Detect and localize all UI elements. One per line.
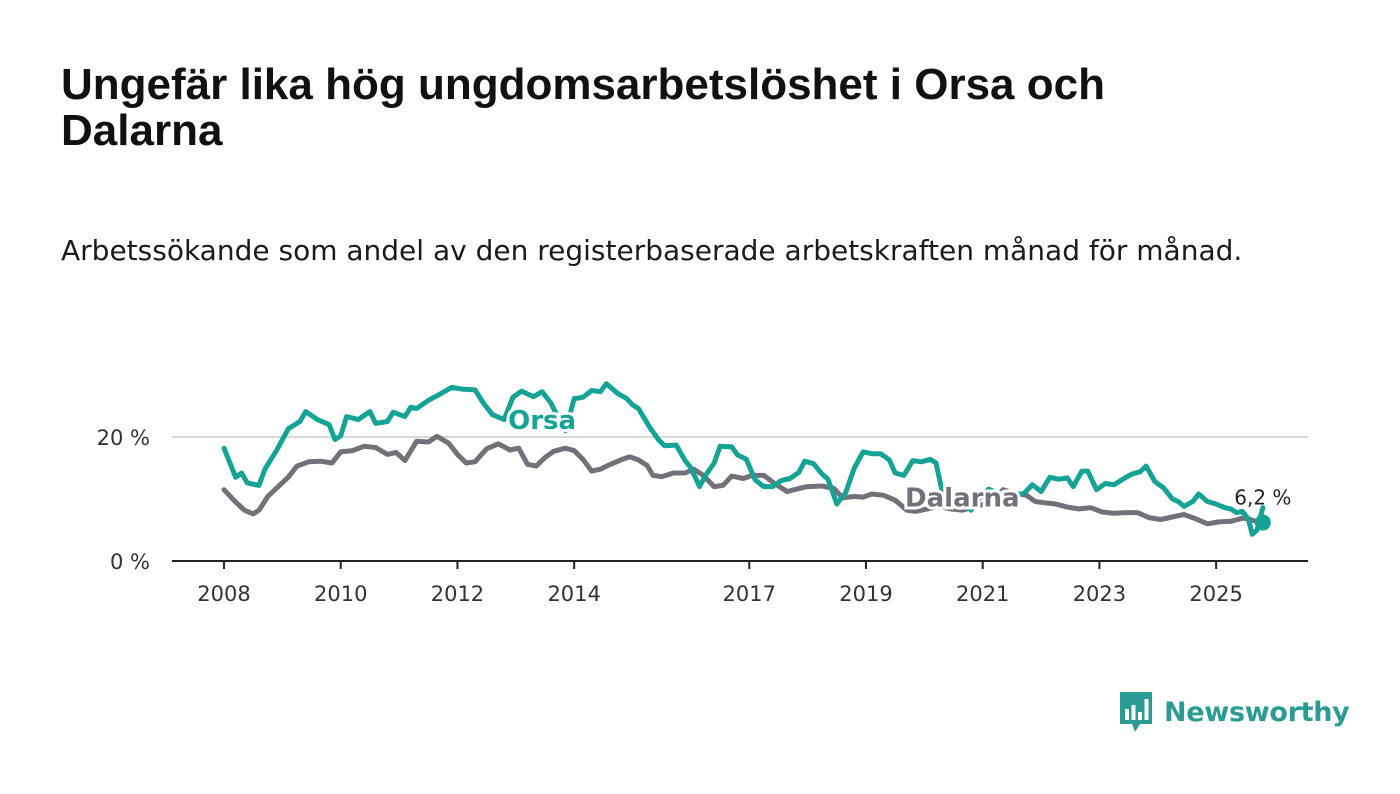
bar-chart-icon [1120, 692, 1152, 732]
label-layer: Orsa Dalarna 6,2 % [505, 403, 1291, 531]
x-tick-label: 2017 [723, 582, 776, 606]
x-tick-label: 2025 [1189, 582, 1242, 606]
brand-name: Newsworthy [1164, 696, 1350, 728]
series-layer [221, 381, 1266, 537]
series-line-dalarna [221, 433, 1259, 527]
x-axis: 2008 2010 2012 2014 2017 2019 2021 2023 2025 [172, 560, 1308, 606]
x-tick-label: 2019 [839, 582, 892, 606]
x-tick-label: 2012 [431, 582, 484, 606]
y-tick-label: 0 % [110, 550, 150, 574]
series-line-orsa [221, 381, 1266, 537]
grid-layer: 0 % 20 % [97, 426, 1308, 574]
x-tick-label: 2008 [197, 582, 250, 606]
x-tick-label: 2014 [547, 582, 600, 606]
chart-title: Ungefär lika hög ungdomsarbetslöshet i O… [61, 60, 1105, 155]
end-point-marker [1254, 514, 1271, 531]
series-label-dalarna: Dalarna [905, 483, 1019, 513]
y-tick-label: 20 % [97, 426, 150, 450]
newsworthy-logo: Newsworthy [1118, 690, 1350, 734]
end-value-label: 6,2 % [1234, 486, 1291, 510]
series-label-orsa: Orsa [508, 406, 576, 436]
x-tick-label: 2021 [956, 582, 1009, 606]
chart-subtitle: Arbetssökande som andel av den registerb… [61, 234, 1243, 267]
x-tick-label: 2010 [314, 582, 367, 606]
x-tick-label: 2023 [1073, 582, 1126, 606]
